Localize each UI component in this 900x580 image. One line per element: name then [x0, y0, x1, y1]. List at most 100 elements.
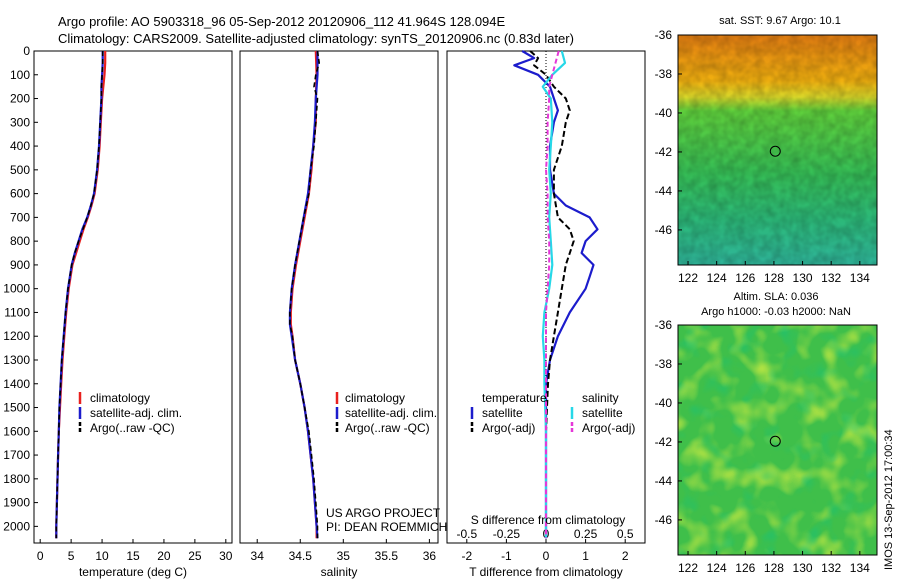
s-tick-label: -0.25: [493, 527, 521, 541]
s-tick-label: 0.25: [574, 527, 598, 541]
legend-title-temperature: temperature: [482, 391, 547, 405]
lat-tick-label: -42: [655, 435, 673, 449]
depth-tick-label: 1700: [3, 448, 30, 462]
depth-tick-label: 100: [10, 68, 30, 82]
sst-map-ticks: 122 124 126 128 130 132 134 -36 -38 -40 -42 -44 -46: [655, 28, 870, 285]
lat-tick-label: -36: [655, 28, 673, 42]
sla-map-title-line1: Altim. SLA: 0.036: [734, 291, 819, 303]
temperature-xlabel: temperature (deg C): [79, 565, 187, 579]
pi-annotation: PI: DEAN ROEMMICH: [326, 520, 447, 534]
depth-tick-label: 1300: [3, 353, 30, 367]
series-line-argo-raw-qc: [55, 51, 104, 539]
lon-tick-label: 132: [821, 561, 841, 575]
salinity-panel: 34 34.5 35 35.5 36 salinity climatology sate…: [239, 50, 447, 579]
legend-label-climatology: climatology: [90, 391, 150, 405]
sla-map-title-line2: Argo h1000: -0.03 h2000: NaN: [701, 306, 851, 318]
x-tick-label: 0: [543, 549, 550, 563]
depth-tick-label: 0: [23, 44, 30, 58]
legend-label-satellite: satellite-adj. clim.: [345, 406, 437, 420]
temperature-panel: 0100200300400500600700800900100011001200…: [3, 44, 233, 579]
series-line-s-satellite: [541, 50, 567, 539]
depth-tick-label: 1900: [3, 496, 30, 510]
lat-tick-label: -44: [655, 184, 673, 198]
x-tick-label: 30: [219, 549, 233, 563]
temperature-lines: [55, 51, 107, 539]
s-tick-label: -0.5: [456, 527, 477, 541]
x-tick-label: 20: [157, 549, 171, 563]
lat-tick-label: -40: [655, 396, 673, 410]
legend-label-s-argo: Argo(-adj): [582, 421, 635, 435]
series-line-argo-raw-qc: [289, 50, 321, 539]
lat-tick-label: -42: [655, 145, 673, 159]
t-difference-ticks: -2 -1 0 1 2: [461, 539, 629, 563]
sst-map-frame: [677, 34, 878, 266]
x-tick-label: 35.5: [375, 549, 399, 563]
x-tick-label: 2: [622, 549, 629, 563]
depth-tick-label: 600: [10, 187, 30, 201]
depth-ticks: 0 100 200 300 400 500 600 700 800 900 1000 1100 1200…: [3, 44, 38, 533]
x-tick-label: 35: [337, 549, 351, 563]
sla-map-frame: [677, 324, 878, 556]
legend-label-s-satellite: satellite: [582, 406, 623, 420]
depth-tick-label: 1000: [3, 282, 30, 296]
temperature-ticks: 0 5 10 15 20 25 30: [37, 539, 233, 563]
argo-position-marker: [769, 145, 781, 157]
x-tick-label: 25: [188, 549, 202, 563]
series-line-t-argo-adj: [529, 50, 575, 539]
lon-tick-label: 134: [850, 271, 870, 285]
difference-panel: -2 -1 0 1 2 -0.5 -0.25 0 0.25 0.5 T difference f…: [446, 50, 646, 579]
s-tick-label: 0.5: [617, 527, 634, 541]
legend-label-argo: Argo(..raw -QC): [90, 421, 175, 435]
lon-tick-label: 126: [735, 561, 755, 575]
lat-tick-label: -38: [655, 357, 673, 371]
salinity-legend: climatology satellite-adj. clim. Argo(..…: [335, 391, 437, 435]
salinity-ticks: 34 34.5 35 35.5 36: [251, 539, 437, 563]
depth-tick-label: 500: [10, 163, 30, 177]
depth-tick-label: 800: [10, 234, 30, 248]
argo-position-marker: [769, 435, 781, 447]
x-tick-label: -2: [461, 549, 472, 563]
side-stamp: IMOS 13-Sep-2012 17:00:34: [883, 429, 895, 570]
lat-tick-label: -46: [655, 513, 673, 527]
lon-tick-label: 122: [678, 561, 698, 575]
lon-tick-label: 130: [793, 271, 813, 285]
lon-tick-label: 122: [678, 271, 698, 285]
figure-title-line1: Argo profile: AO 5903318_96 05-Sep-2012 …: [58, 14, 506, 29]
difference-lines: [513, 50, 599, 539]
depth-tick-label: 1600: [3, 424, 30, 438]
figure-title-line2: Climatology: CARS2009. Satellite-adjuste…: [58, 31, 574, 46]
x-tick-label: 34: [251, 549, 265, 563]
project-annotation: US ARGO PROJECT: [326, 506, 441, 520]
lon-tick-label: 134: [850, 561, 870, 575]
lat-tick-label: -46: [655, 223, 673, 237]
difference-legend: temperature satellite Argo(-adj) salinit…: [470, 391, 635, 435]
depth-tick-label: 300: [10, 115, 30, 129]
temperature-legend: climatology satellite-adj. clim. Argo(..…: [78, 391, 182, 435]
salinity-axes: [239, 50, 439, 544]
sla-lows-texture: [678, 325, 877, 555]
x-tick-label: 1: [582, 549, 589, 563]
sla-map: Altim. SLA: 0.036 Argo h1000: -0.03 h200…: [655, 291, 878, 575]
depth-tick-label: 700: [10, 210, 30, 224]
lon-tick-label: 128: [764, 561, 784, 575]
lat-tick-label: -44: [655, 474, 673, 488]
lon-tick-label: 130: [793, 561, 813, 575]
lon-tick-label: 124: [707, 271, 727, 285]
legend-label-t-satellite: satellite: [482, 406, 523, 420]
sst-map-title: sat. SST: 9.67 Argo: 10.1: [719, 15, 841, 27]
t-difference-xlabel: T difference from climatology: [469, 565, 623, 579]
x-tick-label: -1: [501, 549, 512, 563]
legend-title-salinity: salinity: [582, 391, 619, 405]
salinity-lines: [288, 50, 321, 539]
depth-tick-label: 1500: [3, 401, 30, 415]
x-tick-label: 36: [423, 549, 437, 563]
depth-tick-label: 1200: [3, 329, 30, 343]
legend-label-t-argo: Argo(-adj): [482, 421, 535, 435]
x-tick-label: 15: [126, 549, 140, 563]
depth-tick-label: 1100: [4, 305, 30, 319]
legend-label-climatology: climatology: [345, 391, 405, 405]
series-line-s-argo-adj: [545, 50, 560, 539]
lat-tick-label: -36: [655, 318, 673, 332]
lon-tick-label: 132: [821, 271, 841, 285]
